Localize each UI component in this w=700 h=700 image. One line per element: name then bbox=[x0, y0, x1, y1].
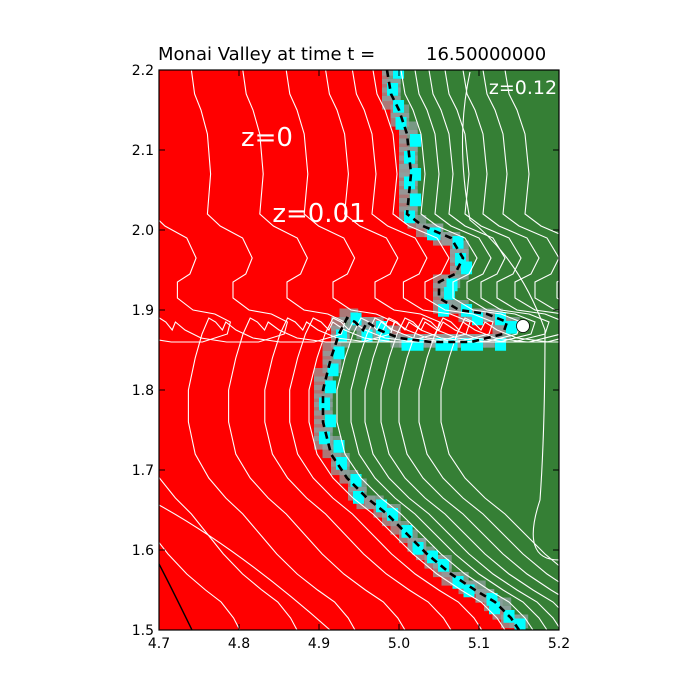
wet-contour-line bbox=[398, 70, 559, 596]
dry-contour-line bbox=[159, 219, 241, 630]
dry-contour-line bbox=[187, 70, 356, 630]
x-axis: 4.7 4.8 4.9 5.0 5.1 5.2 bbox=[148, 70, 570, 652]
shoreline-cell bbox=[333, 440, 345, 453]
wet-contour-line bbox=[461, 71, 559, 561]
dry-contour-line bbox=[228, 70, 406, 630]
wet-contour-line bbox=[350, 70, 548, 630]
contour-annotation: z=0.12 bbox=[489, 77, 557, 99]
annotations: z=0 z=0.01 z=0.12 bbox=[241, 77, 557, 229]
shoreline-cell bbox=[395, 117, 407, 130]
dry-contour-line bbox=[264, 70, 452, 630]
y-tick-label: 1.5 bbox=[132, 623, 154, 639]
shoreline-cell bbox=[404, 176, 416, 190]
shoreline-cell bbox=[319, 431, 331, 445]
shoreline-cell bbox=[495, 338, 507, 351]
y-tick-label: 1.6 bbox=[132, 543, 154, 559]
shoreline-cell bbox=[429, 227, 441, 241]
shoreline-cells bbox=[319, 70, 526, 630]
shoreline-cell bbox=[446, 338, 458, 351]
title-prefix: Monai Valley at time t = bbox=[158, 44, 375, 65]
shoreline-cell bbox=[410, 168, 422, 181]
x-tick-label: 5.0 bbox=[388, 636, 410, 652]
x-tick-label: 5.2 bbox=[548, 636, 570, 652]
gauge-marker bbox=[516, 319, 530, 333]
shoreline-cell bbox=[327, 363, 339, 377]
shoreline-cell bbox=[461, 261, 473, 275]
shoreline-cell bbox=[489, 601, 501, 615]
black-contour-line bbox=[159, 563, 193, 630]
dry-contour-line bbox=[159, 70, 298, 630]
shoreline-cell bbox=[506, 321, 518, 334]
y-axis: 1.5 1.6 1.7 1.8 1.9 2.0 2.1 2.2 bbox=[132, 63, 559, 639]
x-tick-label: 5.1 bbox=[468, 636, 490, 652]
wet-contour-line bbox=[418, 70, 559, 583]
y-tick-label: 2.1 bbox=[132, 143, 154, 159]
shoreline-cell bbox=[461, 338, 473, 351]
shoreline-cell bbox=[410, 193, 422, 207]
shoreline-cell bbox=[333, 346, 345, 360]
wet-contour-line bbox=[336, 70, 534, 630]
x-tick-label: 4.9 bbox=[308, 636, 330, 652]
shoreline-cell bbox=[353, 491, 365, 504]
shoreline-cell bbox=[472, 338, 484, 351]
shoreline-cell bbox=[412, 542, 424, 555]
x-tick-label: 4.7 bbox=[148, 636, 170, 652]
shoreline-cell bbox=[404, 210, 416, 224]
plot-frame bbox=[158, 69, 560, 631]
shoreline-cell bbox=[410, 134, 422, 147]
y-tick-label: 1.9 bbox=[132, 303, 154, 319]
wet-contour-line bbox=[440, 70, 559, 567]
shoreline-cell bbox=[350, 474, 362, 487]
contour-annotation: z=0.01 bbox=[272, 199, 365, 229]
y-tick-label: 1.8 bbox=[132, 383, 154, 399]
shoreline-cell bbox=[452, 236, 464, 249]
shoreline-cell bbox=[350, 312, 362, 326]
shoreline-cell bbox=[336, 457, 348, 470]
chart-title: Monai Valley at time t = 16.50000000 bbox=[158, 44, 546, 65]
shoreline-cell bbox=[438, 304, 450, 317]
shoreline-cell bbox=[387, 83, 399, 96]
shoreline-cell bbox=[412, 338, 424, 351]
y-tick-label: 2.2 bbox=[132, 63, 154, 79]
shoreline-cell bbox=[401, 525, 413, 538]
shoreline-dashed-line bbox=[321, 70, 521, 630]
shoreline-cell bbox=[376, 499, 388, 513]
shoreline-cell bbox=[325, 414, 337, 428]
shoreline-cell bbox=[444, 287, 456, 300]
shoreline-cell bbox=[438, 559, 450, 572]
shoreline-cell bbox=[435, 338, 447, 351]
contour-annotation: z=0 bbox=[241, 123, 293, 153]
y-tick-label: 2.0 bbox=[132, 223, 154, 239]
title-time-value: 16.50000000 bbox=[426, 44, 546, 65]
shoreline-cell bbox=[376, 321, 388, 334]
shoreline-cell bbox=[404, 151, 416, 164]
y-tick-label: 1.7 bbox=[132, 463, 154, 479]
x-tick-label: 4.8 bbox=[228, 636, 250, 652]
shoreline-cell bbox=[427, 550, 439, 564]
shoreline-cell bbox=[361, 329, 373, 343]
dry-contour-line bbox=[159, 504, 331, 630]
shoreline-cell bbox=[463, 584, 475, 598]
shoreline-cell bbox=[514, 618, 526, 630]
dry-contour-line bbox=[289, 70, 483, 630]
shoreline-cell bbox=[472, 312, 484, 326]
shoreline-cell bbox=[446, 278, 458, 292]
shoreline-cell bbox=[452, 576, 464, 589]
shoreline-cell bbox=[336, 329, 348, 343]
shoreline-cell bbox=[319, 397, 331, 411]
shoreline-cell bbox=[455, 253, 467, 266]
contour-lines bbox=[159, 70, 559, 630]
dry-contour-line bbox=[308, 70, 506, 630]
shoreline-cell bbox=[401, 338, 413, 351]
shoreline-cell bbox=[387, 508, 399, 521]
shoreline-cell bbox=[325, 380, 337, 394]
